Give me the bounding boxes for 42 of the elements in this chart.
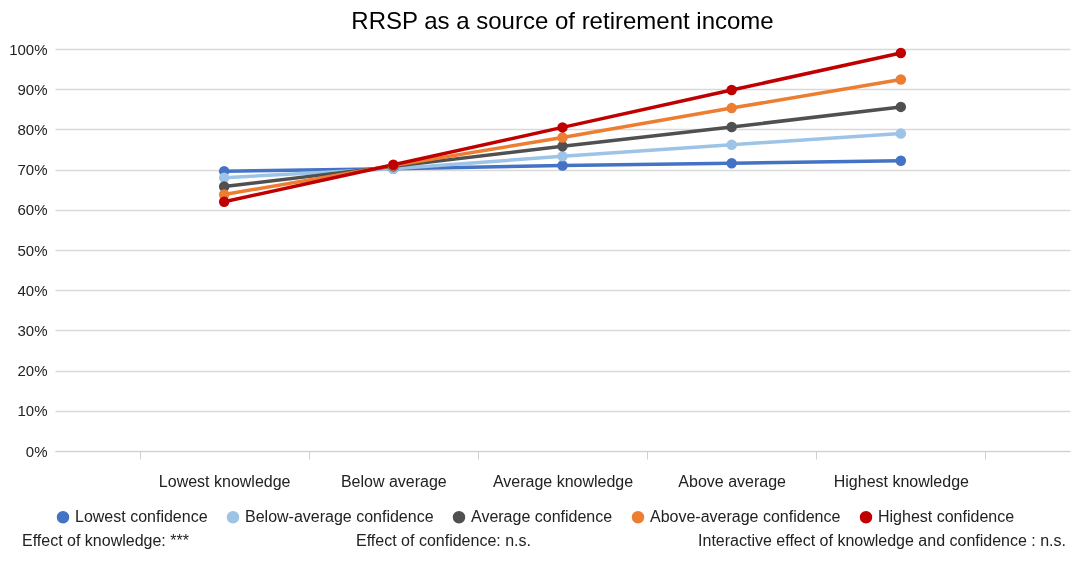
legend-label: Above-average confidence [650,508,841,526]
legend-label: Highest confidence [878,508,1015,526]
point [557,151,568,162]
x-tick-label: Average knowledge [492,472,634,490]
text: Effect of confidence: n.s. [356,532,531,550]
point [557,160,568,171]
point [726,84,737,96]
y-tick-label: 0% [25,442,48,460]
point [895,155,907,166]
x-tick-label: Highest knowledge [833,472,970,490]
y-tick-label: 20% [17,362,48,380]
x-tick-label: Above average [678,472,787,490]
y-tick-label: 60% [17,201,48,219]
point [557,141,568,152]
point [726,102,737,114]
point [726,157,737,169]
point [557,122,568,133]
point [726,121,737,133]
point [895,47,907,59]
y-tick-label: 90% [17,80,48,98]
legend-label: Average confidence [471,508,613,526]
text: Interactive effect of knowledge and confidence : n.s. [698,532,1066,550]
y-tick-label: 30% [17,321,48,339]
point [557,132,568,143]
x-tick-label: Below average [340,472,447,490]
point [895,74,907,85]
y-tick-label: 100% [9,40,48,58]
chart-title: RRSP as a source of retirement income [351,7,774,34]
text: Effect of knowledge: *** [22,532,189,550]
x-tick-label: Lowest knowledge [158,472,291,490]
y-tick-label: 50% [17,241,48,259]
point [895,128,907,139]
point [726,139,737,150]
y-tick-label: 10% [17,402,48,420]
legend-label: Lowest confidence [75,508,208,526]
legend-label: Below-average confidence [245,508,434,526]
y-tick-label: 70% [17,161,48,179]
y-tick-label: 40% [17,281,48,299]
point [218,196,230,207]
point [895,101,907,113]
point [218,172,230,183]
y-tick-label: 80% [17,120,48,138]
